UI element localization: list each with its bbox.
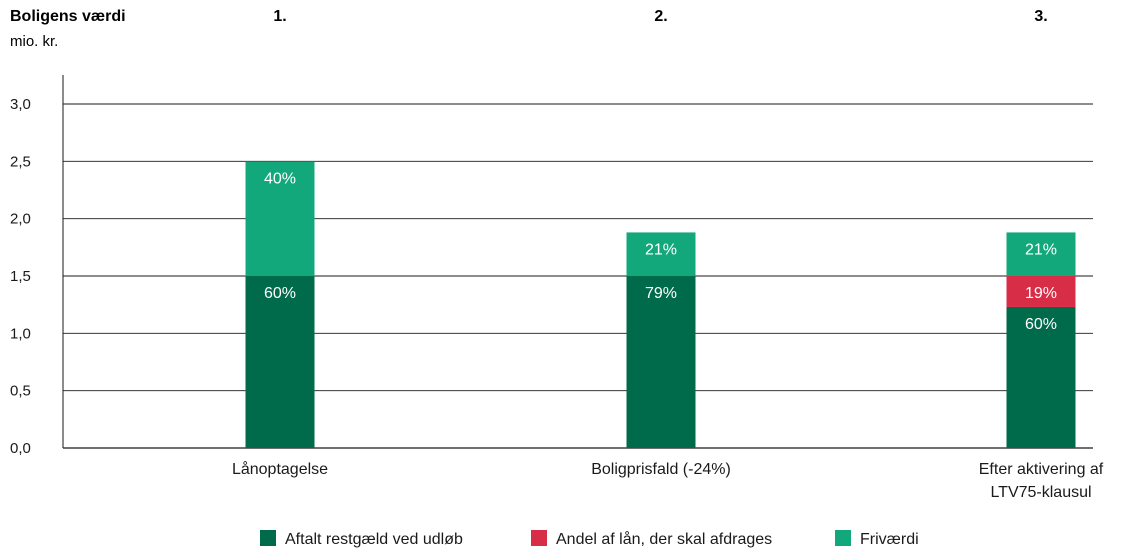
y-tick-label: 2,5 [10, 153, 31, 170]
label-layer: 60% 40% Lånoptagelse 79% 21% Boligprisfald (-… [232, 170, 1104, 501]
y-tick-label: 1,0 [10, 325, 31, 342]
column-title-1: 1. [273, 8, 286, 25]
grid-layer: 0,0 0,5 1,0 1,5 2,0 2,5 3,0 [10, 96, 1093, 457]
bar-segment [245, 276, 315, 448]
y-tick-label: 1,5 [10, 268, 31, 285]
y-tick-label: 0,5 [10, 383, 31, 400]
bar-layer [245, 161, 1076, 448]
data-label: 79% [645, 285, 677, 302]
legend-label: Aftalt restgæld ved udløb [285, 531, 463, 548]
legend-label: Andel af lån, der skal afdrages [556, 530, 772, 548]
column-title-3: 3. [1034, 8, 1047, 25]
x-category-label: Efter aktivering af [979, 461, 1104, 478]
data-label: 21% [645, 241, 677, 258]
bar-segment [626, 276, 696, 448]
y-tick-label: 2,0 [10, 211, 31, 228]
legend-swatch [835, 530, 851, 546]
legend-item: Friværdi [835, 530, 919, 548]
data-label: 40% [264, 170, 296, 187]
x-category-label: Boligprisfald (-24%) [591, 461, 731, 478]
chart-title: Boligens værdi [10, 8, 126, 25]
data-label: 19% [1025, 285, 1057, 302]
bar-segment [626, 232, 696, 276]
x-category-label: Lånoptagelse [232, 460, 328, 478]
bar-segment [1006, 306, 1076, 448]
bar-segment [1006, 232, 1076, 276]
legend-swatch [531, 530, 547, 546]
legend: Aftalt restgæld ved udløb Andel af lån, d… [260, 530, 919, 548]
y-tick-label: 3,0 [10, 96, 31, 113]
y-axis-unit: mio. kr. [10, 33, 58, 50]
data-label: 21% [1025, 241, 1057, 258]
bar-segment [1006, 276, 1076, 307]
data-label: 60% [1025, 316, 1057, 333]
legend-item: Andel af lån, der skal afdrages [531, 530, 772, 548]
x-category-label: LTV75-klausul [990, 484, 1091, 501]
column-title-2: 2. [654, 8, 667, 25]
data-label: 60% [264, 285, 296, 302]
bar-segment [245, 161, 315, 276]
legend-item: Aftalt restgæld ved udløb [260, 530, 463, 548]
legend-label: Friværdi [860, 531, 919, 548]
y-tick-label: 0,0 [10, 440, 31, 457]
legend-swatch [260, 530, 276, 546]
